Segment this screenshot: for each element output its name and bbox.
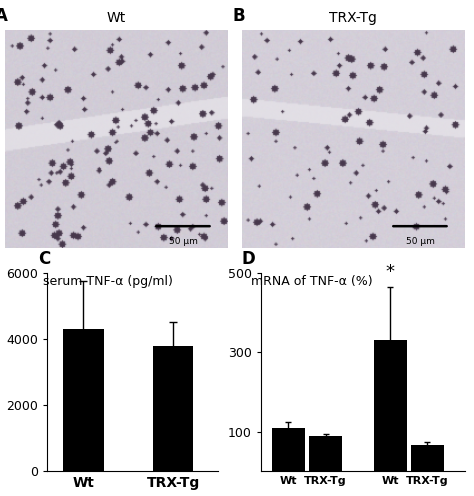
Text: 50 μm: 50 μm bbox=[169, 237, 197, 246]
Bar bbox=[272, 429, 305, 471]
Text: A: A bbox=[0, 7, 8, 25]
Bar bbox=[411, 445, 444, 471]
Text: mRNA of TNF-α (%): mRNA of TNF-α (%) bbox=[251, 275, 373, 288]
Text: TRX-Tg: TRX-Tg bbox=[329, 11, 377, 25]
Bar bbox=[63, 329, 103, 471]
Text: C: C bbox=[38, 250, 50, 268]
Bar bbox=[310, 436, 342, 471]
Text: D: D bbox=[242, 250, 255, 268]
Text: serum TNF-α (pg/ml): serum TNF-α (pg/ml) bbox=[43, 275, 173, 288]
Text: 50 μm: 50 μm bbox=[406, 237, 434, 246]
Bar bbox=[153, 346, 193, 471]
Text: Wt: Wt bbox=[107, 11, 126, 25]
Bar bbox=[374, 340, 407, 471]
Text: *: * bbox=[386, 263, 395, 281]
Text: B: B bbox=[232, 7, 245, 25]
